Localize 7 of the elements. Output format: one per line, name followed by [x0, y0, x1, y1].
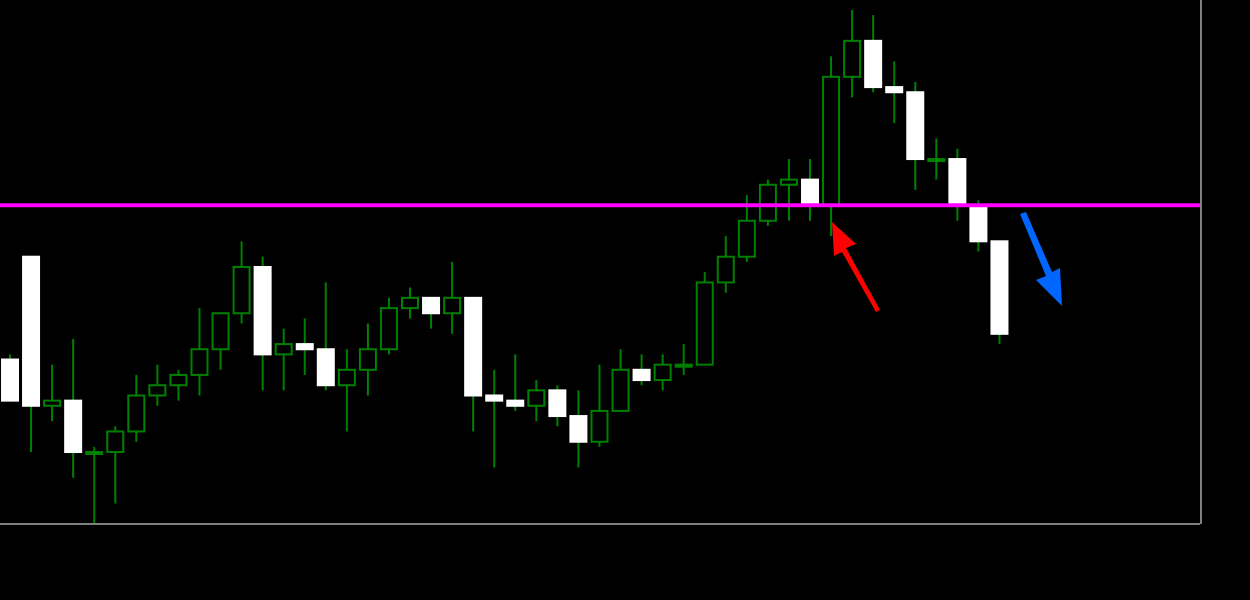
candlestick [611, 348, 630, 412]
candlestick [43, 363, 62, 423]
candlestick [274, 327, 293, 392]
candlestick [590, 363, 609, 448]
candlestick [443, 260, 462, 335]
candlestick [927, 137, 946, 181]
candlestick [527, 379, 546, 423]
